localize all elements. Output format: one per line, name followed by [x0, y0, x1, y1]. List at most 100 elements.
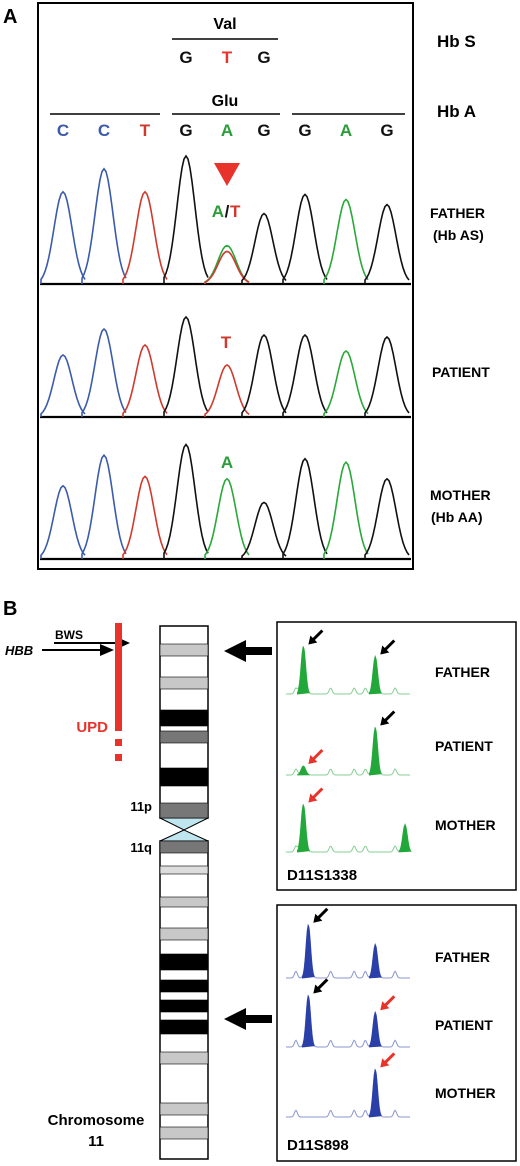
p-arm-label: 11p [130, 799, 152, 814]
peak-g [282, 193, 328, 284]
marker2-pointer-icon [224, 1008, 246, 1030]
peak-c [81, 327, 127, 417]
electropherogram-mother [286, 787, 412, 853]
upd-dash-2 [115, 754, 122, 761]
peak-g [282, 333, 328, 417]
black-arrowhead-icon [380, 645, 390, 655]
hba-base-6: G [257, 121, 270, 140]
upd-label: UPD [76, 719, 108, 736]
chromosome-band [159, 979, 209, 993]
chromosome-band [159, 802, 209, 819]
peak-t [122, 475, 168, 559]
peak-t [122, 190, 168, 284]
hbs-base-3: G [257, 48, 270, 67]
trace-mother-genotype: (Hb AA) [431, 509, 483, 525]
chromosome-band [159, 676, 209, 690]
hba-base-9: G [380, 121, 393, 140]
hbb-arrow-icon [100, 644, 114, 656]
marker2-patient-label: PATIENT [435, 1017, 493, 1033]
peak-g [364, 477, 410, 559]
marker1-father-label: FATHER [435, 664, 490, 680]
chromatogram-traces [40, 154, 411, 561]
hba-label: Hb A [437, 102, 476, 121]
marker1-box [276, 621, 517, 891]
hba-base-7: G [298, 121, 311, 140]
hbs-label: Hb S [437, 32, 476, 51]
centromere-lower [159, 829, 209, 842]
allele-peak [296, 765, 310, 776]
marker1-electropherograms [286, 629, 412, 853]
peak-g [282, 457, 328, 559]
marker1-pointer-icon [224, 640, 246, 662]
allele-peak [368, 943, 382, 979]
electropherogram-patient [286, 710, 410, 776]
marker2-name: D11S898 [287, 1137, 349, 1154]
chromosome-band [159, 709, 209, 727]
chromosome-band [159, 1019, 209, 1035]
chromosome-band [159, 953, 209, 971]
black-arrowhead-icon [308, 635, 318, 645]
peak-c [81, 167, 127, 284]
chromosome-band [159, 999, 209, 1013]
peak-c [40, 354, 86, 417]
father-call-t: T [230, 202, 241, 221]
hba-base-2: C [98, 121, 110, 140]
marker1-mother-label: MOTHER [435, 817, 496, 833]
trace-father-label: FATHER [430, 205, 485, 221]
allele-peak [398, 823, 412, 853]
chromosome-label: Chromosome [48, 1112, 145, 1129]
allele-peak [368, 654, 382, 695]
peak-a [204, 477, 250, 559]
chromosome-ideogram [159, 625, 209, 1160]
marker2-electropherograms [286, 907, 410, 1118]
chromosome-band [159, 1102, 209, 1116]
upd-bar [115, 623, 122, 731]
marker1-patient-label: PATIENT [435, 738, 493, 754]
patient-call-t: T [221, 333, 232, 352]
black-arrowhead-icon [313, 984, 323, 994]
chromosome-number: 11 [88, 1133, 104, 1150]
electropherogram-father [286, 629, 410, 695]
glu-label: Glu [212, 93, 239, 110]
allele-peak [368, 1069, 382, 1118]
allele-peak [301, 924, 315, 979]
allele-peak [301, 995, 315, 1048]
trace-mother [40, 443, 411, 561]
peak-c [40, 484, 86, 559]
marker2-mother-label: MOTHER [435, 1085, 496, 1101]
electropherogram-outline [286, 1068, 410, 1118]
marker2-box [276, 904, 517, 1162]
val-label: Val [213, 16, 236, 33]
peak-g [163, 315, 209, 417]
allele-peak [368, 1010, 382, 1048]
hba-base-4: G [179, 121, 192, 140]
peak-g [364, 335, 410, 417]
centromere-upper [159, 817, 209, 831]
peak-g [364, 203, 410, 284]
bws-label: BWS [55, 628, 83, 642]
peak-g [241, 333, 287, 417]
marker1-name: D11S1338 [287, 867, 357, 884]
marker2-father-label: FATHER [435, 949, 490, 965]
peak-t [204, 250, 250, 284]
peak-t [204, 364, 250, 417]
chromosome-band [159, 1126, 209, 1140]
upd-dash-1 [115, 739, 122, 746]
father-call-a: A [212, 202, 224, 221]
peak-g [241, 501, 287, 559]
trace-father-genotype: (Hb AS) [433, 227, 484, 243]
panel-a-label: A [3, 6, 17, 28]
chromosome-band [159, 1051, 209, 1065]
trace-mother-label: MOTHER [430, 487, 491, 503]
mutation-triangle-icon [214, 163, 240, 186]
peak-a [323, 198, 369, 284]
panel-a-frame [37, 2, 414, 570]
q-arm-label: 11q [130, 840, 152, 855]
peak-t [122, 343, 168, 417]
chromosome-band [159, 767, 209, 787]
panel-b-label: B [3, 598, 17, 620]
peak-c [81, 453, 127, 559]
red-arrowhead-icon [308, 793, 318, 803]
hba-base-3: T [140, 121, 151, 140]
